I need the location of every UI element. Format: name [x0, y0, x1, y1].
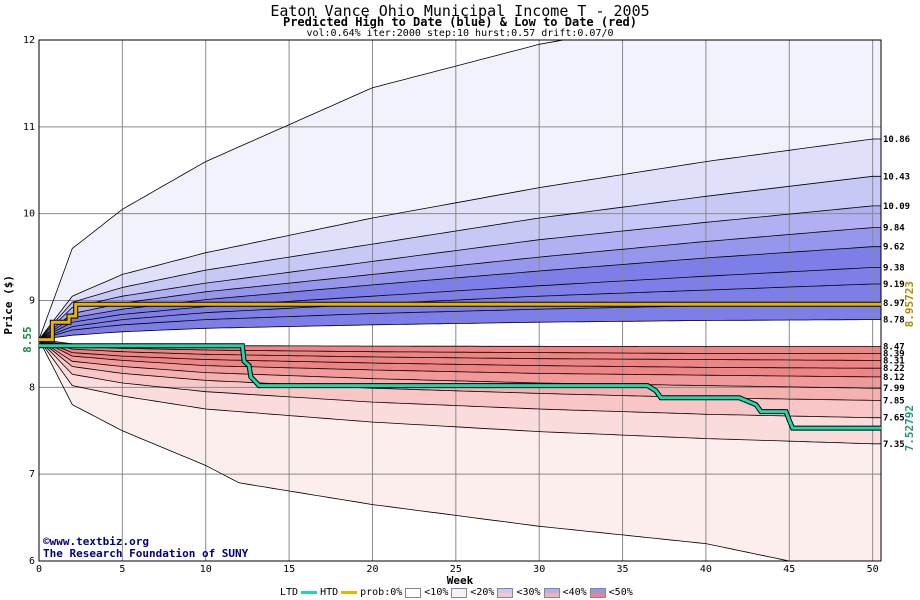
low-quantile-line-4 — [39, 339, 881, 378]
low-quantile-line-2 — [39, 339, 881, 361]
x-tick-label: 45 — [783, 564, 795, 575]
high-quantile-line-0 — [39, 40, 566, 340]
high-quantile-line-2 — [39, 175, 881, 340]
chart-params: vol:0.64% iter:2000 step:10 hurst:0.57 d… — [306, 28, 614, 39]
credit-org: The Research Foundation of SUNY — [43, 547, 249, 560]
high-quantile-line-7 — [39, 283, 881, 340]
plot-frame — [38, 39, 882, 562]
x-tick-label: 30 — [533, 564, 545, 575]
high-band-3 — [39, 205, 881, 340]
legend-swatch-30 — [543, 587, 560, 598]
end-label-high-0: 10.86 — [883, 135, 910, 145]
high-band-0 — [39, 40, 881, 340]
low-band-1 — [39, 339, 881, 444]
end-label-low-2: 8.31 — [883, 356, 905, 366]
series-htd-end-value: 8.95723 — [903, 281, 916, 327]
end-label-high-5: 9.38 — [883, 264, 905, 274]
high-quantile-line-6 — [39, 267, 881, 340]
end-label-low-7: 7.65 — [883, 414, 905, 424]
legend-swatch-20 — [497, 587, 514, 598]
x-tick-label: 15 — [283, 564, 295, 575]
start-price-label: 8.55 — [21, 326, 34, 353]
low-quantile-line-9 — [39, 339, 881, 561]
y-tick-label: 12 — [23, 35, 35, 46]
x-tick-label: 5 — [119, 564, 125, 575]
legend-ltd-line — [301, 591, 318, 594]
end-label-low-5: 7.99 — [883, 384, 905, 394]
legend-b30-label: <30% — [516, 587, 541, 598]
x-axis-label: Week — [447, 574, 474, 587]
legend-swatch-0 — [405, 587, 422, 598]
end-label-low-6: 7.85 — [883, 396, 905, 406]
end-label-high-1: 10.43 — [883, 172, 910, 182]
end-label-high-7: 8.97 — [883, 299, 905, 309]
high-band-2 — [39, 176, 881, 340]
high-quantile-line-1 — [39, 138, 881, 340]
series-ltd-end-value: 7.52792 — [903, 405, 916, 451]
end-label-low-4: 8.12 — [883, 373, 905, 383]
low-band-6 — [39, 339, 881, 369]
series-ltd-line — [39, 344, 881, 430]
y-tick-label: 6 — [29, 556, 35, 567]
high-band-5 — [39, 246, 881, 340]
end-label-high-4: 9.62 — [883, 243, 905, 253]
low-quantile-line-1 — [39, 339, 881, 354]
credit-url: ©www.textbiz.org — [43, 535, 149, 548]
end-label-high-3: 9.84 — [883, 224, 905, 234]
low-quantile-line-7 — [39, 339, 881, 419]
legend-b50-label: <50% — [608, 587, 633, 598]
end-label-high-2: 10.09 — [883, 202, 910, 212]
legend-htd-line — [341, 591, 358, 594]
y-tick-label: 11 — [23, 122, 35, 133]
series-htd-line — [39, 302, 881, 342]
end-label-low-1: 8.39 — [883, 349, 905, 359]
legend-ltd-label: LTD — [280, 587, 299, 598]
chart-subtitle: Predicted High to Date (blue) & Low to D… — [282, 15, 637, 29]
end-label-high-8: 8.78 — [883, 316, 905, 326]
legend-swatch-40 — [589, 587, 606, 598]
end-label-low-3: 8.22 — [883, 364, 905, 374]
low-band-5 — [39, 339, 881, 377]
legend-b20-label: <20% — [470, 587, 495, 598]
high-band-7 — [39, 284, 881, 340]
y-tick-label: 10 — [23, 209, 35, 220]
y-tick-label: 9 — [29, 296, 35, 307]
end-label-low-8: 7.35 — [883, 440, 905, 450]
high-band-4 — [39, 227, 881, 340]
high-quantile-line-4 — [39, 227, 881, 340]
legend-prob-label: prob:0% — [360, 587, 403, 598]
low-quantile-line-3 — [39, 339, 881, 369]
x-tick-label: 35 — [617, 564, 629, 575]
x-tick-label: 0 — [36, 564, 42, 575]
low-quantile-line-5 — [39, 339, 881, 389]
end-label-high-6: 9.19 — [883, 280, 905, 290]
legend: LTD HTD prob:0% <10% <20% <30% <40% <50% — [280, 587, 633, 598]
y-axis-label: Price ($) — [2, 275, 15, 335]
low-band-4 — [39, 339, 881, 389]
y-tick-label: 8 — [29, 382, 35, 393]
x-tick-label: 50 — [867, 564, 879, 575]
legend-b10-label: <10% — [424, 587, 449, 598]
end-label-low-0: 8.47 — [883, 343, 905, 353]
legend-htd-label: HTD — [320, 587, 339, 598]
legend-b40-label: <40% — [562, 587, 587, 598]
chart-title: Eaton Vance Ohio Municipal Income T - 20… — [270, 2, 650, 20]
high-band-6 — [39, 267, 881, 340]
x-tick-label: 40 — [700, 564, 712, 575]
x-tick-label: 20 — [366, 564, 378, 575]
y-tick-label: 7 — [29, 469, 35, 480]
high-quantile-line-9 — [39, 319, 881, 340]
x-tick-label: 25 — [450, 564, 462, 575]
low-band-0 — [39, 339, 881, 561]
high-band-8 — [39, 303, 881, 340]
low-quantile-line-8 — [39, 339, 881, 445]
x-tick-label: 10 — [200, 564, 212, 575]
high-quantile-line-3 — [39, 205, 881, 340]
low-band-7 — [39, 339, 881, 361]
legend-swatch-10 — [451, 587, 468, 598]
high-band-1 — [39, 139, 881, 340]
